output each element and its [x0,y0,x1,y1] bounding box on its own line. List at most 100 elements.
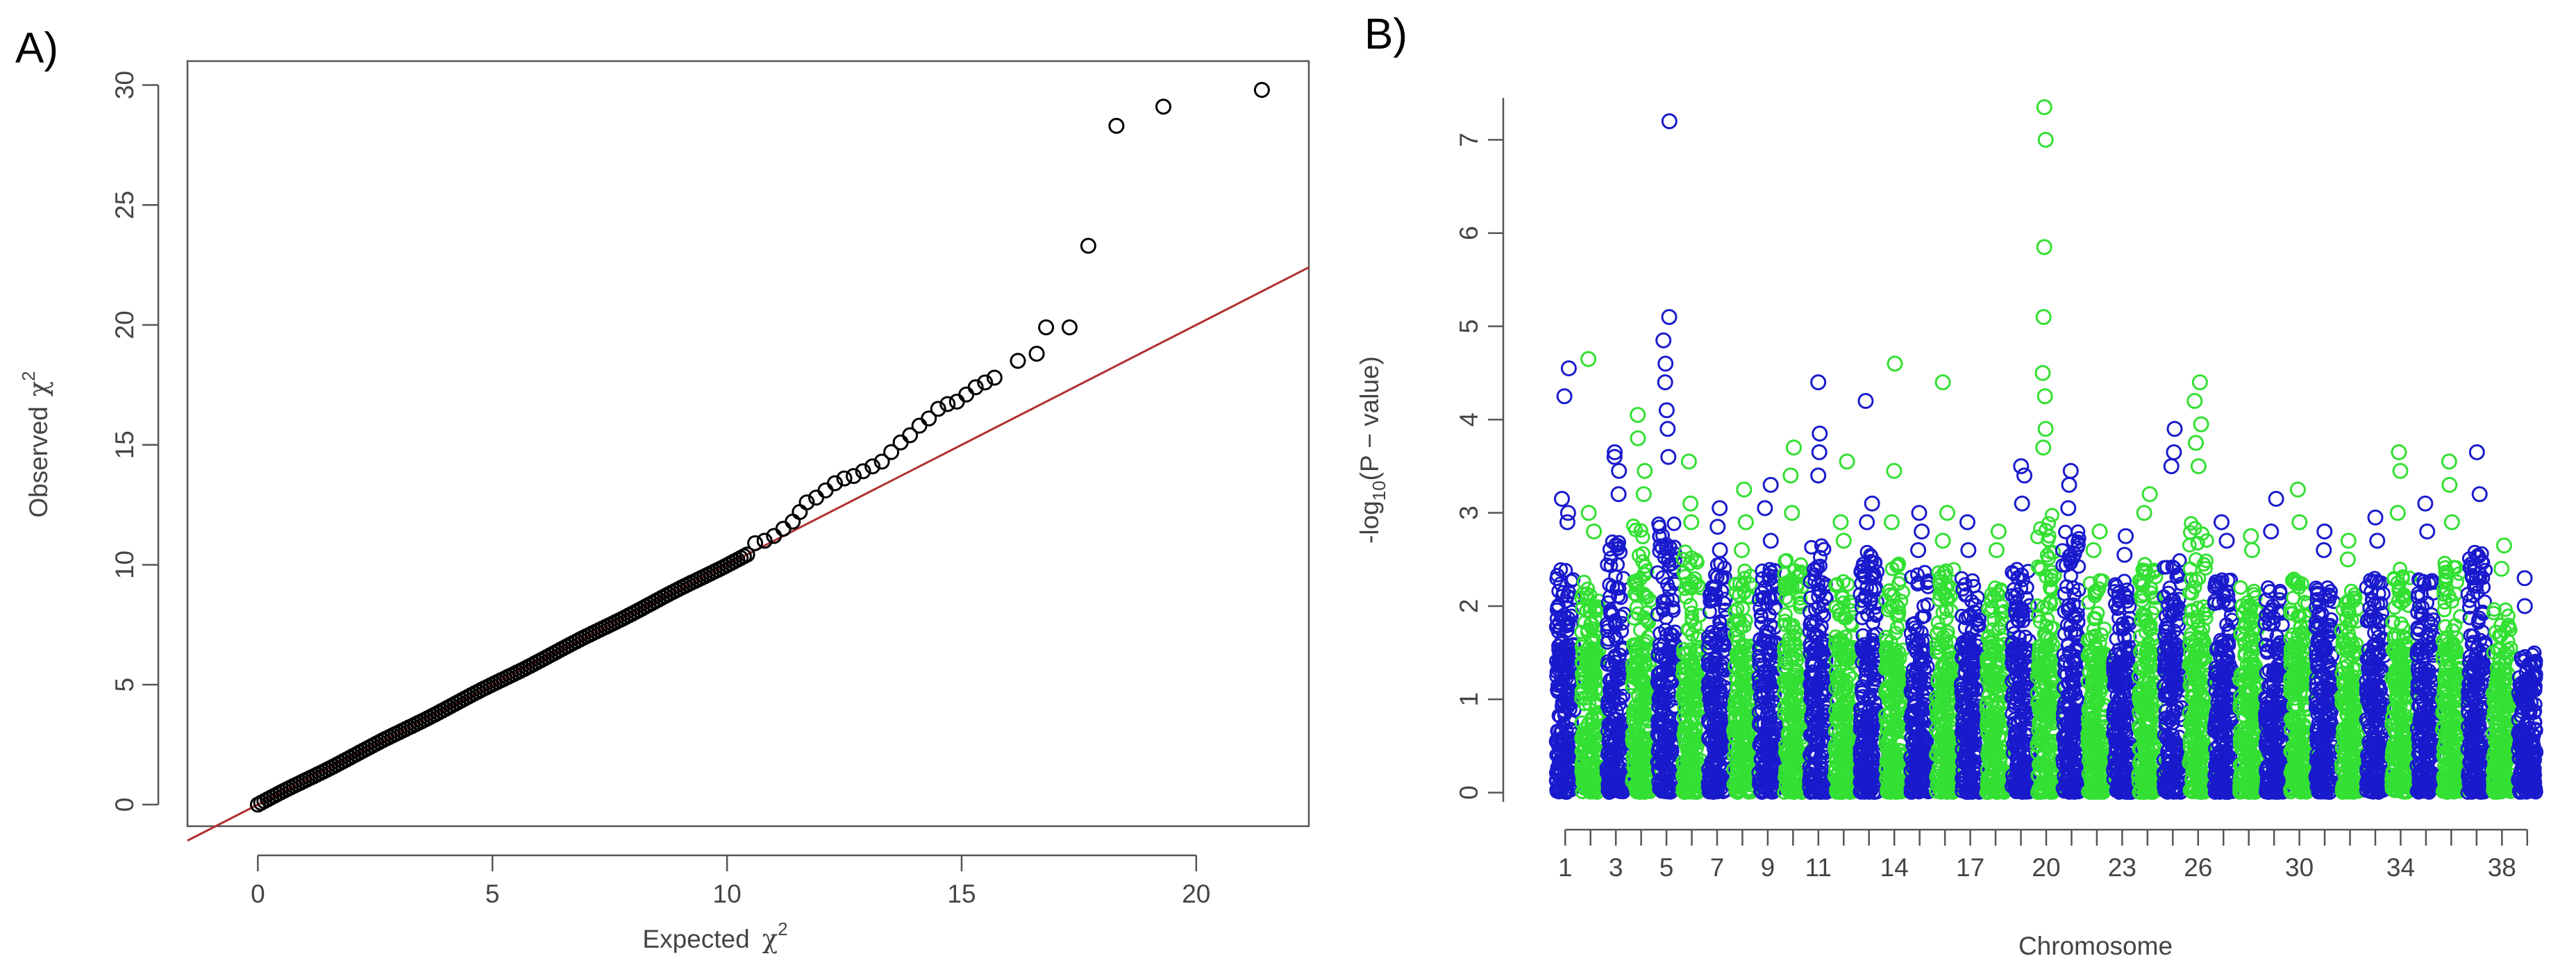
snp-point [1577,696,1592,712]
snp-point [1653,626,1668,641]
qq-point [948,394,965,410]
snp-peak-point [2035,309,2052,326]
qq-point [921,410,937,427]
snp-point [1733,620,1748,635]
panel-a-y-tick-label: 25 [110,191,139,219]
snp-point [1562,696,1577,711]
snp-peak-point [1939,505,1955,521]
qq-point [911,417,928,434]
snp-peak-point [1661,309,1678,326]
snp-peak-point [1635,486,1652,503]
snp-peak-point [1680,453,1697,470]
snp-point [1612,580,1627,596]
snp-point [1582,598,1598,614]
panel-a-frame [186,60,1310,828]
snp-point [1761,645,1776,660]
snp-point [1804,711,1819,726]
snp-point [1777,660,1792,675]
snp-point [1753,608,1768,623]
chromosome-3-points [1599,444,1632,801]
snp-peak-point [1658,402,1675,419]
snp-peak-point [1990,523,2007,539]
snp-point [1652,720,1667,735]
snp-peak-point [1580,505,1597,521]
snp-point [1737,719,1753,735]
panel-a-y-tick-label: 5 [110,678,139,692]
snp-point [1676,642,1691,657]
snp-peak-point [1655,332,1672,349]
snp-peak-point [2037,131,2054,148]
snp-point [1804,539,1819,555]
snp-point [1728,719,1743,735]
snp-peak-point [1934,374,1951,391]
snp-point [1582,678,1597,694]
snp-point [1654,777,1669,791]
snp-point [1629,698,1644,714]
snp-point [1600,635,1615,650]
snp-peak-point [1832,514,1849,530]
snp-point [1684,573,1700,589]
snp-point [1705,764,1720,779]
qq-point [1038,319,1055,335]
snp-point [1678,661,1692,676]
snp-point [1756,657,1771,672]
snp-point [1728,702,1743,717]
snp-peak-point [1586,523,1603,539]
snp-point [1754,615,1769,630]
snp-peak-point [2036,99,2052,115]
snp-point [1650,726,1665,741]
snp-point [1650,565,1665,580]
snp-point [1806,778,1821,794]
snp-point [1626,732,1641,748]
snp-point [1793,591,1808,606]
snp-peak-point [1607,444,1623,460]
snp-point [1778,576,1793,591]
panel-a-reference-line [187,266,1310,842]
snp-point [1735,710,1750,725]
snp-point [1600,557,1615,572]
snp-point [1753,739,1768,755]
snp-point [1629,704,1644,719]
snp-point [1756,687,1771,702]
snp-peak-point [1683,514,1700,530]
snp-point [1652,528,1667,544]
snp-point [1735,601,1750,617]
snp-peak-point [2016,467,2033,484]
snp-peak-point [1757,500,1773,517]
snp-point [1637,658,1653,673]
snp-peak-point [1610,486,1627,503]
snp-point [1807,567,1822,582]
snp-point [2058,524,2073,539]
qq-point [1061,319,1078,335]
panel-a-y-tick-label: 0 [110,798,139,812]
snp-peak-point [1559,514,1575,530]
snp-peak-point [1734,542,1750,558]
snp-point [1731,742,1746,757]
snp-peak-point [1559,505,1576,521]
snp-point [1680,781,1695,796]
qq-point [836,470,853,487]
snp-peak-point [1736,481,1753,498]
snp-peak-point [1630,407,1646,424]
snp-point [1627,638,1641,653]
snp-point [1555,698,1569,714]
snp-point [1767,601,1782,616]
snp-point [1732,588,1747,603]
snp-point [1688,694,1703,709]
qq-point [864,458,881,475]
snp-point [1705,785,1721,800]
snp-point [1807,657,1821,672]
panel-b-y-tick-label: 1 [1455,692,1483,707]
qq-point [930,401,946,417]
snp-point [1612,535,1626,550]
snp-peak-point [1811,444,1828,460]
snp-point [1553,710,1568,724]
snp-point [1602,542,1617,557]
snp-point [1754,784,1769,799]
qq-point [1108,117,1125,134]
snp-point [1782,576,1797,591]
